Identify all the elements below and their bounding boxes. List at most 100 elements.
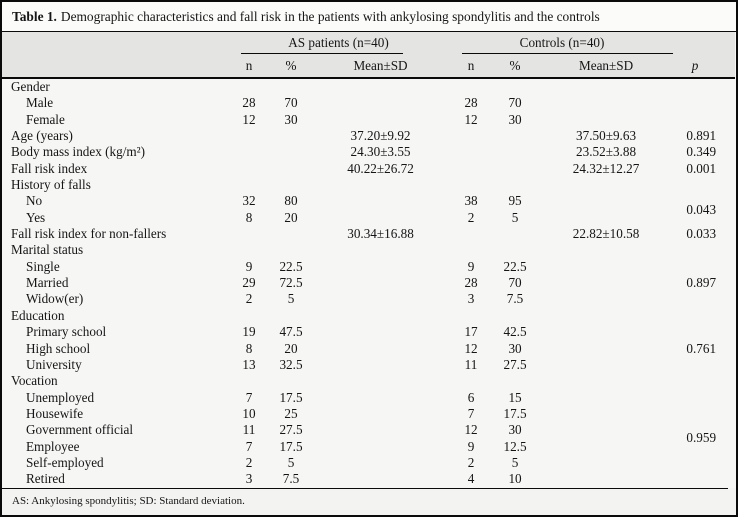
controls-mean-sd-value <box>536 242 676 258</box>
p-value: 0.043 <box>686 201 717 217</box>
as-mean-sd-value <box>313 193 448 209</box>
as-mean-sd-value <box>313 455 448 471</box>
controls-pct-value: 70 <box>508 275 522 291</box>
controls-pct-value: 30 <box>508 422 522 438</box>
row-label: Fall risk index for non-fallers <box>11 226 167 242</box>
as-pct-value <box>269 161 313 177</box>
as-mean-sd-value <box>313 78 448 95</box>
controls-mean-sd-value <box>536 373 676 389</box>
controls-mean-sd-value <box>536 177 676 193</box>
controls-n-value <box>448 373 494 389</box>
controls-pct-value <box>494 373 536 389</box>
controls-n-value: 4 <box>467 471 475 487</box>
demographics-table: AS patients (n=40) Controls (n=40) n % M… <box>2 32 736 488</box>
controls-mean-sd-value <box>536 308 676 324</box>
as-n-value: 2 <box>245 454 253 470</box>
section-row: Fall risk index for non-fallers 30.34±16.… <box>2 226 735 242</box>
as-n-value: 7 <box>245 389 253 405</box>
as-pct-value <box>269 242 313 258</box>
row-label: Married <box>26 275 69 291</box>
row-label: Government official <box>26 422 134 438</box>
item-row: Female 12 30 12 30 <box>2 112 735 128</box>
row-label: Self-employed <box>26 454 104 470</box>
row-label: Unemployed <box>26 389 95 405</box>
controls-mean-sd-value <box>536 193 676 209</box>
as-n-value <box>229 226 269 242</box>
controls-pct-value: 5 <box>511 454 519 470</box>
row-label: Education <box>11 307 65 323</box>
controls-n-value: 17 <box>464 324 478 340</box>
as-pct-value: 70 <box>284 95 298 111</box>
row-label: Female <box>26 111 65 127</box>
controls-mean-sd-value <box>536 291 676 307</box>
as-n-value <box>229 128 269 144</box>
as-mean-sd-value: 30.34±16.88 <box>347 226 414 242</box>
controls-pct-value: 42.5 <box>503 324 527 340</box>
group-underline <box>241 53 404 54</box>
as-mean-sd-value: 37.20±9.92 <box>350 128 411 144</box>
as-mean-sd-value <box>313 95 448 111</box>
as-n-value: 19 <box>242 324 256 340</box>
controls-n-value: 11 <box>464 356 478 372</box>
as-n-value: 9 <box>245 258 253 274</box>
controls-mean-sd-value <box>536 78 676 95</box>
controls-mean-sd-value <box>536 357 676 373</box>
controls-pct-value <box>494 78 536 95</box>
as-mean-sd-value <box>313 324 448 340</box>
as-mean-sd-value <box>313 341 448 357</box>
controls-pct-value <box>494 242 536 258</box>
p-value <box>676 242 735 258</box>
controls-pct-value: 10 <box>508 471 522 487</box>
item-row: Yes 8 20 2 5 <box>2 210 735 226</box>
controls-n-value <box>448 242 494 258</box>
controls-pct-value: 30 <box>508 111 522 127</box>
as-n-value <box>229 177 269 193</box>
controls-mean-sd-value <box>536 324 676 340</box>
table-footnote: AS: Ankylosing spondylitis; SD: Standard… <box>2 487 736 515</box>
group-header-controls-label: Controls (n=40) <box>519 35 605 50</box>
row-label: Body mass index (kg/m²) <box>11 144 145 160</box>
controls-pct-value <box>494 161 536 177</box>
section-row: History of falls <box>2 177 735 193</box>
row-label: Primary school <box>26 324 107 340</box>
as-pct-value <box>269 128 313 144</box>
controls-pct-value: 70 <box>508 95 522 111</box>
controls-pct-value <box>494 308 536 324</box>
as-mean-sd-value <box>313 291 448 307</box>
as-pct-value: 32.5 <box>279 356 303 372</box>
controls-n-value: 3 <box>467 291 475 307</box>
p-value <box>676 373 735 389</box>
item-row: Married 29 72.5 28 70 <box>2 275 735 291</box>
row-label: University <box>26 356 82 372</box>
controls-n-value: 2 <box>467 454 475 470</box>
as-mean-sd-value <box>313 357 448 373</box>
item-row: Widow(er) 2 5 3 7.5 <box>2 291 735 307</box>
as-pct-value <box>269 78 313 95</box>
p-value <box>676 308 735 324</box>
row-label: No <box>26 193 43 209</box>
row-label: Yes <box>26 209 46 225</box>
item-row: Primary school 19 47.5 17 42.5 0.761 <box>2 324 735 355</box>
as-mean-sd-value: 40.22±26.72 <box>347 160 414 176</box>
as-n-value: 29 <box>242 275 256 291</box>
item-row: Retired 3 7.5 4 10 <box>2 471 735 487</box>
row-label: Male <box>26 95 54 111</box>
section-row: Fall risk index 40.22±26.72 24.32±12.27 0.0… <box>2 161 735 177</box>
as-n-value <box>229 308 269 324</box>
section-row: Education <box>2 308 735 324</box>
table-body: Gender Male 28 70 28 70 Female 12 30 12 30 Age (yea… <box>2 78 735 488</box>
controls-pct-value: 22.5 <box>503 258 527 274</box>
as-pct-value: 25 <box>284 405 298 421</box>
col-header-controls-pct: % <box>494 54 537 79</box>
row-label: Retired <box>26 471 65 487</box>
controls-mean-sd-value <box>536 259 676 275</box>
row-label: Vocation <box>11 373 58 389</box>
controls-mean-sd-value <box>536 439 676 455</box>
as-mean-sd-value <box>313 242 448 258</box>
p-value <box>676 95 735 111</box>
col-header-p: p <box>676 54 736 79</box>
group-header-as-patients: AS patients (n=40) <box>229 32 449 54</box>
group-underline <box>462 53 674 54</box>
p-value: 0.349 <box>686 144 717 160</box>
controls-mean-sd-value <box>536 406 676 422</box>
